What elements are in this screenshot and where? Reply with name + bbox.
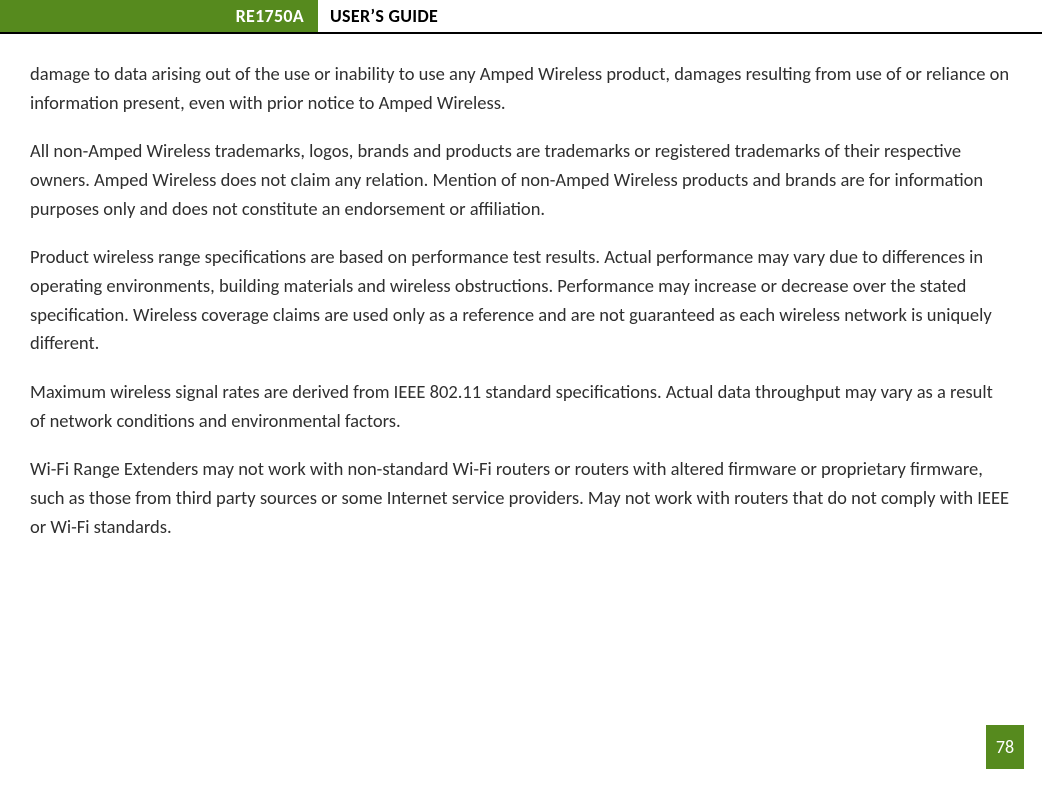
paragraph: damage to data arising out of the use or… xyxy=(30,60,1012,117)
paragraph: All non-Amped Wireless trademarks, logos… xyxy=(30,137,1012,223)
header-model-badge: RE1750A xyxy=(0,0,318,32)
model-number: RE1750A xyxy=(236,5,304,27)
document-page: RE1750A USER’S GUIDE damage to data aris… xyxy=(0,0,1042,791)
document-title: USER’S GUIDE xyxy=(330,5,438,27)
header-title: USER’S GUIDE xyxy=(318,0,1042,32)
paragraph: Maximum wireless signal rates are derive… xyxy=(30,378,1012,435)
page-number: 78 xyxy=(996,736,1014,758)
body-content: damage to data arising out of the use or… xyxy=(24,34,1018,541)
page-number-badge: 78 xyxy=(986,725,1024,769)
paragraph: Wi-Fi Range Extenders may not work with … xyxy=(30,455,1012,541)
paragraph: Product wireless range specifications ar… xyxy=(30,243,1012,358)
header-bar: RE1750A USER’S GUIDE xyxy=(0,0,1042,34)
